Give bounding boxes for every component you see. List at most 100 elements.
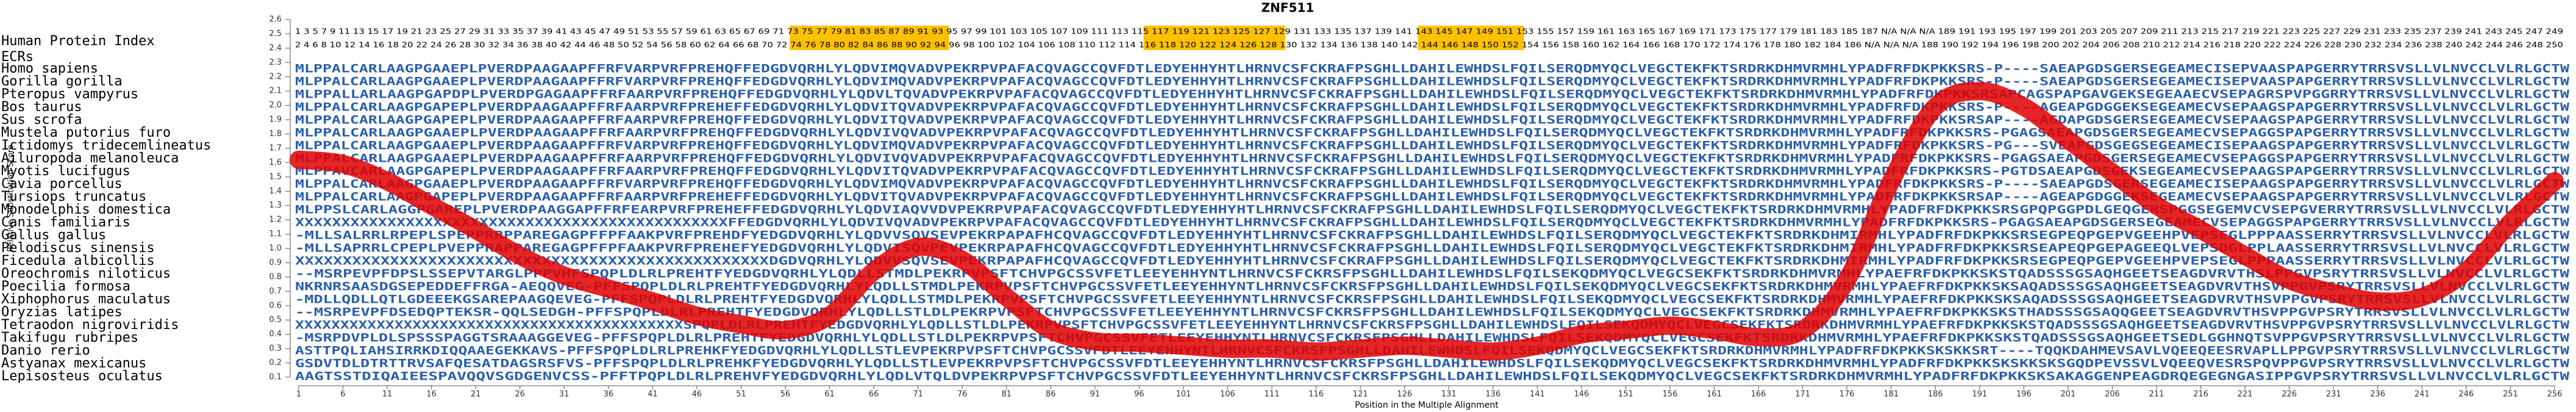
y-tick-label: 1.0 (269, 244, 282, 253)
title: ZNF511 (1261, 1, 1315, 15)
species-name: Cavia porcellus (1, 176, 123, 192)
x-tick-label: 101 (1176, 390, 1191, 399)
y-tick-label: 2.3 (269, 58, 282, 67)
sequence: AAGTSSTDIQAIEESPAVQQVSGDGENVCSS-PFFTPQPL… (295, 370, 2570, 383)
x-tick-label: 211 (2149, 390, 2164, 399)
species-name: Ficedula albicollis (1, 253, 155, 269)
x-tick-label: 96 (1134, 390, 1144, 399)
sequence: MLPPALCARLAAGPGAPEPLPVERDPAAGAAPFFRFAARP… (295, 190, 2570, 204)
y-tick-label: 2.2 (269, 72, 282, 81)
x-tick-label: 91 (1090, 390, 1101, 399)
ecr-region (790, 26, 949, 50)
x-tick-label: 191 (1972, 390, 1987, 399)
species-name: Oryzias latipes (1, 305, 123, 320)
y-tick-label: 1.8 (269, 129, 282, 139)
y-tick-label: 0.5 (269, 316, 282, 325)
x-tick-label: 141 (1530, 390, 1545, 399)
x-tick-label: 146 (1574, 390, 1589, 399)
species-name: Bos taurus (1, 99, 82, 115)
y-tick-label: 1.6 (269, 158, 282, 167)
sequence: MLPPALCARLAAGPGAAEPLPVERDPAAGAAPFFRFAARP… (295, 126, 2570, 140)
y-axis-label: Relative Substitution Score (7, 145, 16, 252)
x-tick-label: 116 (1308, 390, 1324, 399)
x-tick-label: 61 (824, 390, 835, 399)
sequence: -MDLLQDLLQTLGDEEEKGSAREPAAGQEVEG-PFFSPQP… (295, 293, 2570, 306)
species-name: Gorilla gorilla (1, 74, 123, 89)
species-name: Astyanax mexicanus (1, 356, 146, 371)
y-tick-label: 1.1 (269, 229, 282, 239)
x-tick-label: 226 (2282, 390, 2297, 399)
sequence: XXXXXXXXXXXXXXXXXXXXXXXXXXXXXXXXXXXXXXXX… (295, 216, 2570, 229)
x-tick-label: 111 (1265, 390, 1280, 399)
x-tick-label: 176 (1839, 390, 1855, 399)
y-tick-label: 1.9 (269, 115, 282, 125)
sequence: --MSRPEVPFDSEDQPTEKSR-QQLSEDGH-PFFSPQPLD… (295, 306, 2570, 319)
x-tick-label: 151 (1618, 390, 1633, 399)
x-tick-label: 201 (2061, 390, 2076, 399)
sequence: -MSRPDVPLDLSPSSSPAGGTSRAAAGGEVEG-PFFSPQP… (295, 331, 2570, 345)
sequence: MLPPALCARLAAGPGAAEPLPVERDPAAGAAPFFRFVARP… (295, 139, 2570, 153)
y-tick-label: 0.4 (269, 330, 282, 339)
x-tick-label: 181 (1883, 390, 1899, 399)
ecr-region (1418, 26, 1524, 50)
species-name: Pelodiscus sinensis (1, 240, 155, 256)
x-tick-label: 21 (471, 390, 481, 399)
species-name: Ictidomys tridecemlineatus (1, 138, 211, 153)
x-tick-label: 136 (1485, 390, 1500, 399)
x-tick-label: 46 (692, 390, 702, 399)
y-tick-label: 0.2 (269, 358, 282, 367)
sequence: MLPPAVCARLAAGPGAPEPLPVERDPAAGAAPFFRFAARP… (295, 165, 2570, 178)
y-tick-label: 1.3 (269, 201, 282, 210)
x-tick-label: 156 (1663, 390, 1678, 399)
y-tick-label: 0.9 (269, 258, 282, 267)
sequence: MLPPALCARLAAGPGAAEPLPVERDPAAGAAPFFRFVARP… (295, 178, 2570, 191)
x-tick-label: 231 (2326, 390, 2341, 399)
y-tick-label: 0.1 (269, 373, 282, 382)
x-tick-label: 241 (2414, 390, 2430, 399)
species-name: Mustela putorius furo (1, 125, 171, 140)
y-tick-label: 2.6 (269, 15, 282, 24)
sequence: XXXXXXXXXXXXXXXXXXXXXXXXXXXXXXXXXXXXXXXX… (295, 319, 2570, 332)
x-tick-label: 171 (1795, 390, 1810, 399)
x-tick-label: 56 (780, 390, 791, 399)
sequence: MLPPSLCARLAGGPGAREPLPVERDPAAGGAPFFRFEARP… (295, 203, 2570, 217)
x-tick-label: 221 (2238, 390, 2253, 399)
x-tick-label: 161 (1707, 390, 1722, 399)
y-tick-label: 2.4 (269, 43, 282, 52)
x-tick-label: 131 (1441, 390, 1457, 399)
y-tick-label: 2.5 (269, 29, 282, 38)
x-tick-label: 166 (1751, 390, 1766, 399)
y-tick-label: 2.1 (269, 87, 282, 96)
y-tick-label: 1.2 (269, 215, 282, 225)
sequence: GSDVTDLDTRTTRVSAFQESATDAGSRSFVS-PFFSPQPL… (295, 357, 2570, 370)
species-name: Canis familiaris (1, 215, 130, 230)
species-name: Monodelphis domestica (1, 202, 171, 217)
sequence: MLPPALCARLAAGPGAPEPLPVERDPAAGAAPFFRFAARP… (295, 101, 2570, 114)
y-tick-label: 0.8 (269, 272, 282, 281)
x-tick-label: 16 (426, 390, 437, 399)
x-tick-label: 86 (1046, 390, 1056, 399)
species-name: Pteropus vampyrus (1, 87, 138, 102)
species-name: Myotis lucifugus (1, 164, 130, 179)
species-name: Oreochromis niloticus (1, 266, 171, 281)
x-tick-label: 26 (515, 390, 525, 399)
x-tick-label: 216 (2193, 390, 2208, 399)
x-tick-label: 31 (559, 390, 569, 399)
x-tick-label: 11 (382, 390, 393, 399)
sequence: MLPPALCARLAAGPGAAEPLPVERDPAAGAAPFFRFAARP… (295, 152, 2570, 165)
species-name: Poecilia formosa (1, 279, 130, 294)
x-tick-label: 106 (1220, 390, 1235, 399)
x-tick-label: 121 (1353, 390, 1368, 399)
y-tick-label: 0.7 (269, 287, 282, 296)
x-tick-label: 41 (648, 390, 658, 399)
x-tick-label: 246 (2458, 390, 2474, 399)
x-tick-label: 81 (1002, 390, 1012, 399)
sequence: -MLLSAPRRLCPEPLPVEPPRAPPAREGAGPFFPFAAKPV… (295, 242, 2570, 255)
species-name: Tetraodon nigroviridis (1, 317, 179, 333)
x-tick-label: 36 (604, 390, 614, 399)
sequence: MLPPALCARLAAGPGAAEPLPVERDPAAGAAPFFRFVARP… (295, 62, 2570, 76)
plot-layer: 0.1 0.2 0.3 0.4 0.5 0.6 0.7 0.8 0.9 1.0 1.1 1.2 1.3 1… (269, 15, 2564, 399)
x-tick-label: 66 (869, 390, 879, 399)
y-tick-label: 0.6 (269, 301, 282, 310)
species-name: Lepisosteus oculatus (1, 369, 163, 384)
